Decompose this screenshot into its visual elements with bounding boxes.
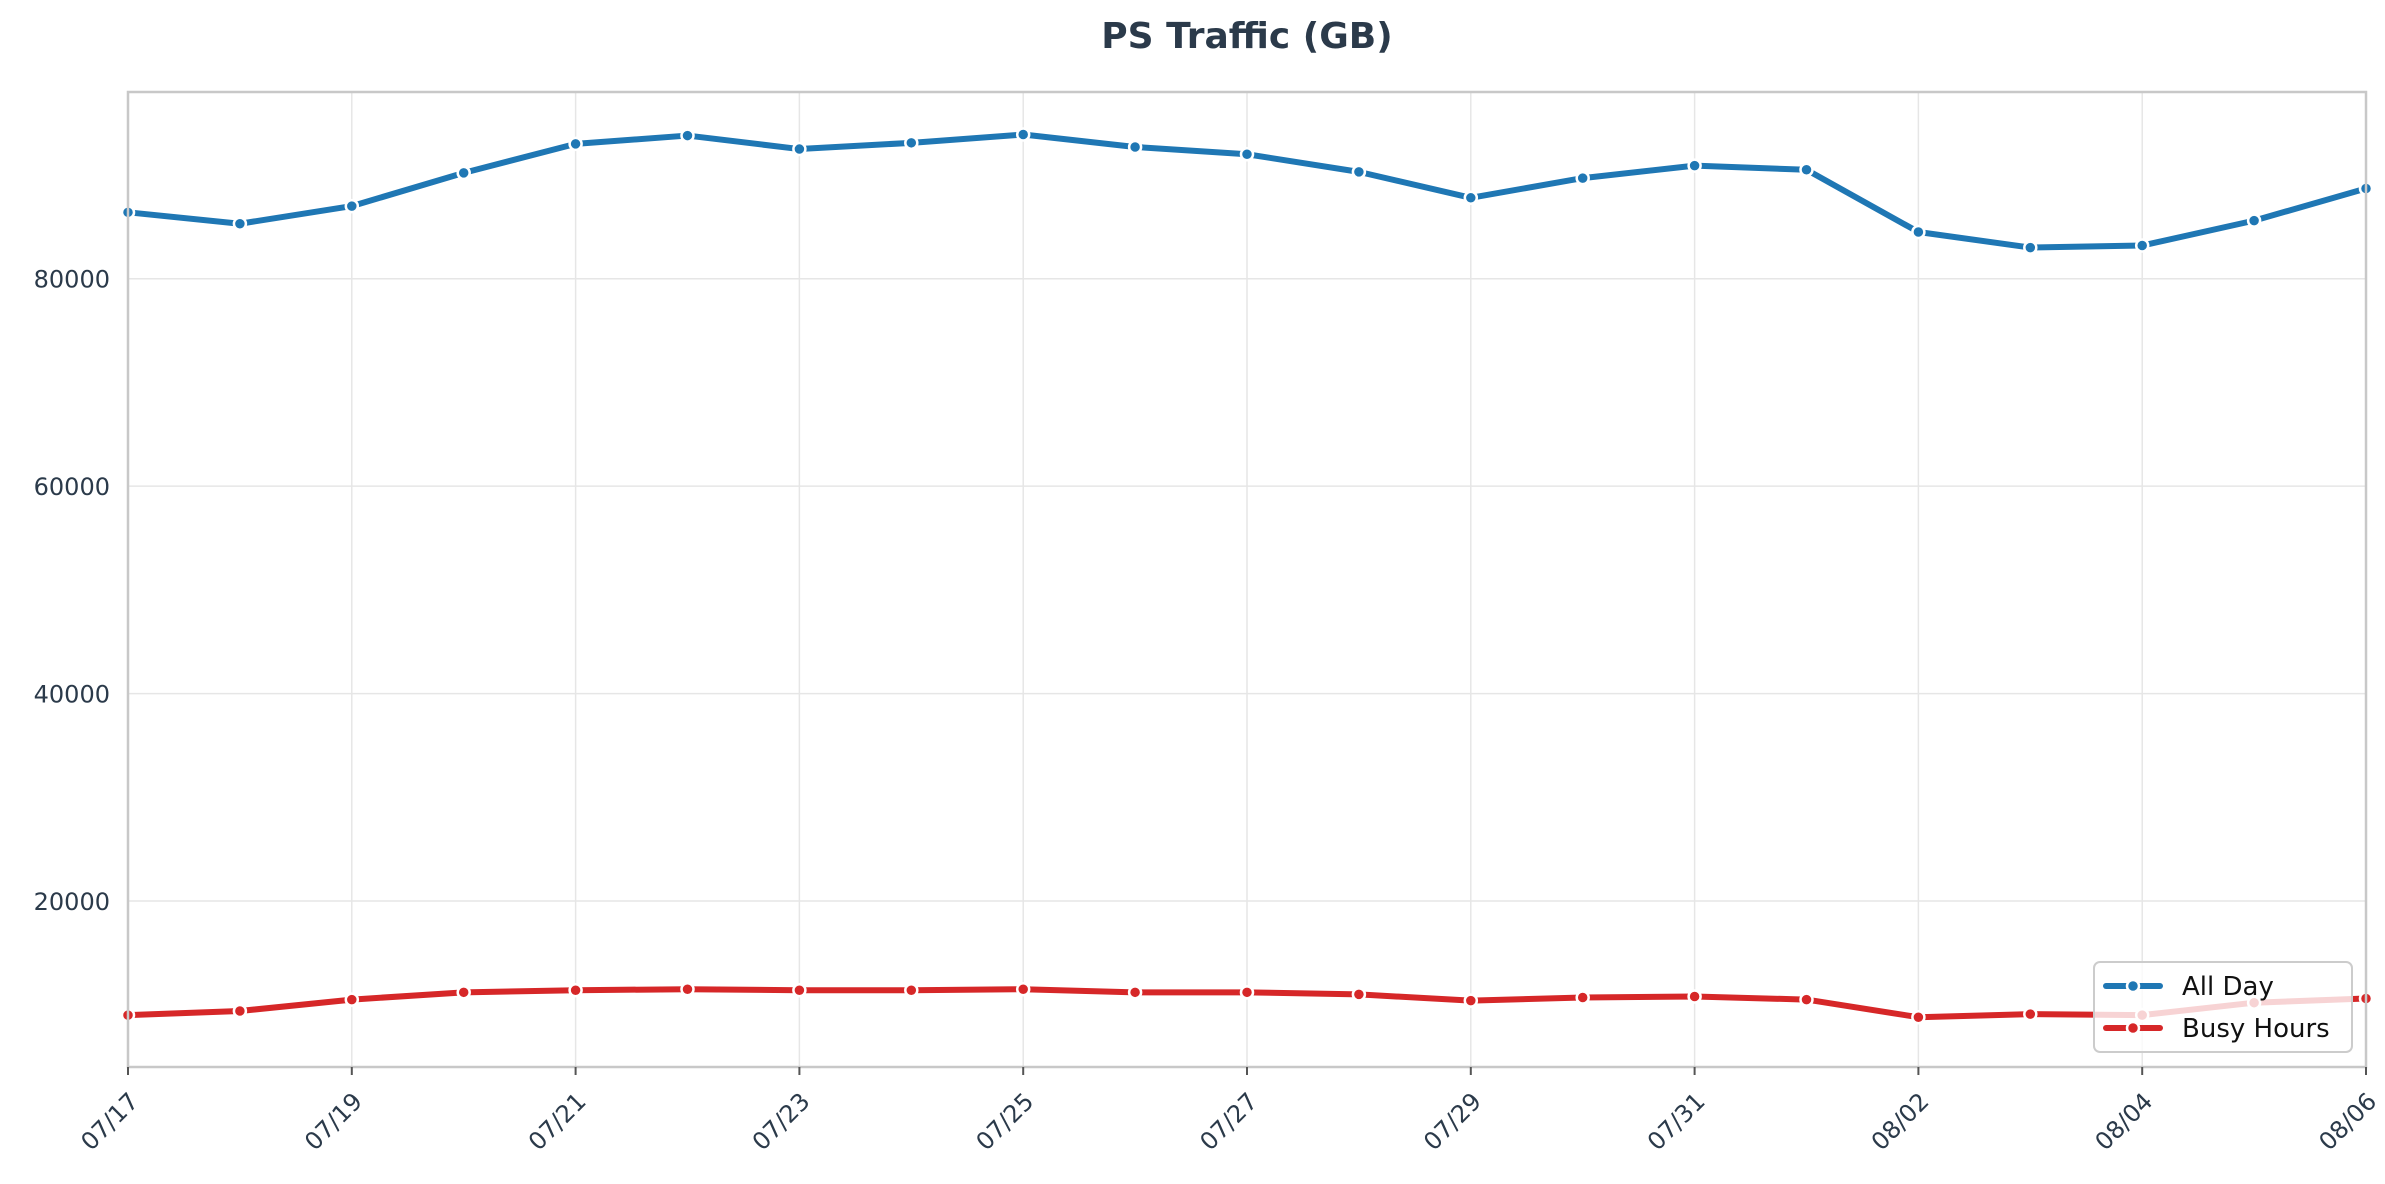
- chart-title: PS Traffic (GB): [1101, 16, 1392, 57]
- y-tick-label: 80000: [34, 266, 110, 294]
- x-tick-label: 07/29: [1418, 1087, 1487, 1156]
- data-point: [1463, 993, 1479, 1008]
- data-point: [680, 981, 695, 997]
- data-point: [2023, 240, 2038, 255]
- series-all-day: [120, 127, 2374, 255]
- legend: All Day Busy Hours: [2093, 961, 2353, 1053]
- data-point: [1911, 224, 1926, 240]
- data-point: [1687, 158, 1702, 173]
- data-point: [2023, 1006, 2038, 1022]
- data-point: [2246, 213, 2262, 228]
- data-point: [344, 992, 360, 1007]
- data-point: [1127, 139, 1143, 155]
- x-tick-label: 07/17: [75, 1087, 144, 1156]
- data-point: [1687, 989, 1702, 1004]
- legend-label: Busy Hours: [2182, 1014, 2330, 1044]
- x-tick-label: 07/19: [299, 1087, 368, 1156]
- data-point: [904, 982, 919, 998]
- data-point: [1575, 990, 1590, 1005]
- legend-label: All Day: [2182, 972, 2274, 1002]
- y-tick-label: 20000: [34, 888, 110, 916]
- data-point: [1799, 162, 1814, 178]
- data-point: [1911, 1009, 1926, 1025]
- x-tick-label: 07/21: [523, 1087, 592, 1156]
- data-point: [680, 128, 695, 143]
- legend-marker: [2125, 978, 2141, 994]
- data-point: [456, 985, 471, 1000]
- x-tick-label: 08/06: [2313, 1087, 2382, 1156]
- data-point: [792, 141, 807, 157]
- data-point: [1575, 170, 1590, 186]
- x-axis: 07/17 07/19 07/21 07/23 07/25 07/27 07/29 07/31…: [75, 1067, 2382, 1156]
- data-point: [568, 136, 583, 152]
- y-tick-label: 40000: [34, 681, 110, 709]
- data-point: [344, 198, 360, 214]
- x-tick-label: 08/02: [1866, 1087, 1935, 1156]
- data-point: [1239, 985, 1255, 1000]
- data-point: [1015, 127, 1031, 142]
- data-point: [1351, 164, 1367, 180]
- data-point: [1463, 190, 1479, 206]
- data-point: [232, 216, 248, 231]
- legend-entry: All Day: [2103, 972, 2274, 1002]
- y-tick-label: 60000: [34, 473, 110, 501]
- data-point: [904, 135, 919, 151]
- data-point: [232, 1003, 248, 1019]
- x-tick-label: 07/31: [1642, 1087, 1711, 1156]
- legend-marker: [2125, 1020, 2141, 1036]
- x-tick-label: 08/04: [2090, 1087, 2159, 1156]
- legend-entry: Busy Hours: [2103, 1014, 2330, 1044]
- data-point: [792, 982, 807, 998]
- x-tick-label: 07/27: [1194, 1087, 1263, 1156]
- gridlines: [127, 92, 2367, 1067]
- y-axis: 20000 40000 60000 80000: [34, 266, 110, 916]
- data-point: [1015, 981, 1031, 997]
- data-point: [1799, 992, 1814, 1007]
- data-point: [1351, 987, 1367, 1002]
- data-point: [1127, 985, 1143, 1000]
- x-tick-label: 07/25: [971, 1087, 1040, 1156]
- data-point: [2134, 238, 2150, 253]
- x-tick-label: 07/23: [747, 1087, 816, 1156]
- data-point: [568, 982, 583, 998]
- data-point: [456, 165, 471, 181]
- data-point: [1239, 146, 1255, 162]
